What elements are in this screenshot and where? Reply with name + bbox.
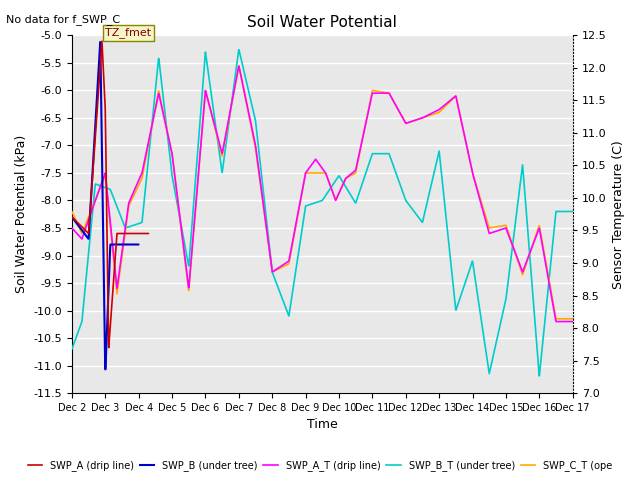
Y-axis label: Sensor Temperature (C): Sensor Temperature (C) (612, 140, 625, 288)
Title: Soil Water Potential: Soil Water Potential (247, 15, 397, 30)
Legend: SWP_A (drip line), SWP_B (under tree), SWP_A_T (drip line), SWP_B_T (under tree): SWP_A (drip line), SWP_B (under tree), S… (24, 456, 616, 475)
Text: No data for f_SWP_C: No data for f_SWP_C (6, 14, 120, 25)
Y-axis label: Soil Water Potential (kPa): Soil Water Potential (kPa) (15, 135, 28, 293)
X-axis label: Time: Time (307, 419, 338, 432)
Text: TZ_fmet: TZ_fmet (106, 27, 152, 38)
